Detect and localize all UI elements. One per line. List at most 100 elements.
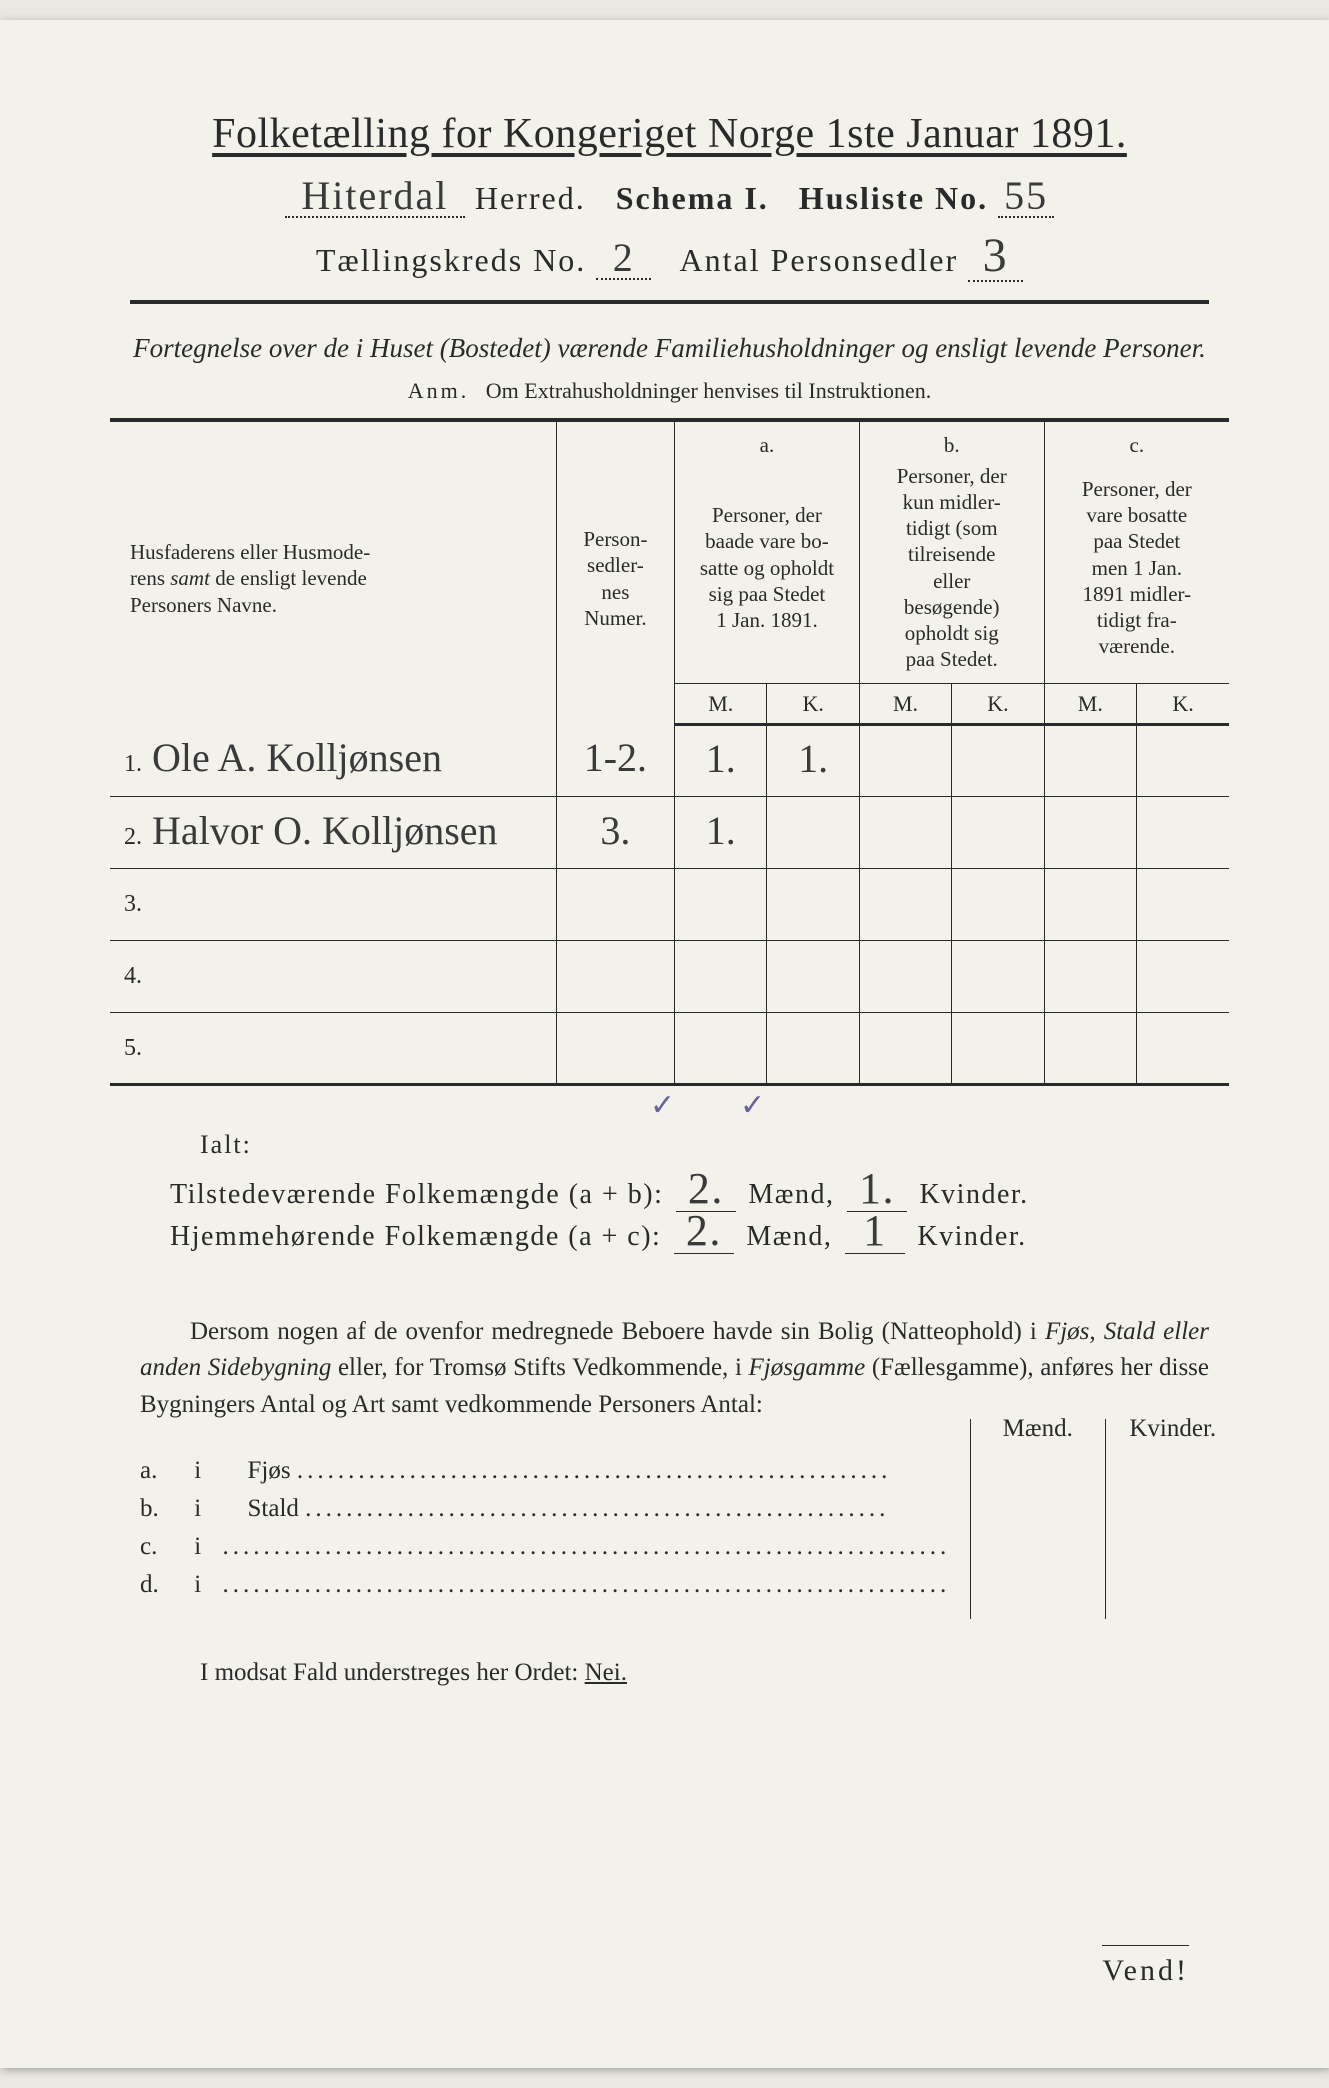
a-m-cell[interactable]: 1. (675, 797, 767, 869)
numer-value: 3. (600, 815, 630, 847)
hjemme-k-field[interactable]: 1 (845, 1220, 905, 1254)
a-k-cell[interactable] (767, 869, 859, 941)
c-m-cell[interactable] (1044, 1013, 1136, 1085)
dots-d[interactable]: ........................................… (223, 1571, 951, 1599)
c-k-cell[interactable] (1137, 941, 1229, 1013)
husliste-field[interactable]: 55 (998, 176, 1054, 218)
hjemme-m-field[interactable]: 2. (674, 1220, 734, 1254)
anm-line: Anm. Om Extrahusholdninger henvises til … (110, 378, 1229, 404)
table-row: 5. (110, 1013, 1229, 1085)
vdiv-1 (970, 1419, 971, 1619)
numer-value: 1-2. (584, 742, 647, 774)
nei-word: Nei. (585, 1659, 627, 1686)
c-k-cell[interactable] (1137, 1013, 1229, 1085)
col-b-desc: Personer, derkun midler-tidigt (somtilre… (859, 459, 1044, 684)
check-marks: ✓ ✓ (110, 1094, 1229, 1124)
b-k-cell[interactable] (952, 869, 1044, 941)
c-m-cell[interactable] (1044, 725, 1136, 797)
b-k-cell[interactable] (952, 725, 1044, 797)
kreds-label: Tællingskreds No. (316, 242, 586, 278)
numer-cell[interactable]: 3. (556, 797, 674, 869)
b-k-cell[interactable] (952, 797, 1044, 869)
ialt-label: Ialt: (200, 1130, 1229, 1160)
name-cell[interactable]: 2. Halvor O. Kolljønsen (110, 797, 556, 869)
b-k-cell[interactable] (952, 1013, 1044, 1085)
d-label: d. (140, 1571, 188, 1599)
table-row: 2. Halvor O. Kolljønsen 3. 1. (110, 797, 1229, 869)
totals-line-2: Hjemmehørende Folkemængde (a + c): 2. Mæ… (170, 1220, 1229, 1254)
i-label-b: i (194, 1495, 216, 1523)
dots-c[interactable]: ........................................… (223, 1533, 951, 1561)
col-a-desc: Personer, derbaade vare bo-satte og opho… (675, 459, 860, 684)
numer-cell[interactable] (556, 941, 674, 1013)
kreds-field[interactable]: 2 (596, 238, 651, 280)
header-line-3: Tællingskreds No. 2 Antal Personsedler 3 (110, 232, 1229, 282)
last-line: I modsat Fald understreges her Ordet: Ne… (200, 1659, 1229, 1687)
a-k-cell[interactable]: 1. (767, 725, 859, 797)
numer-cell[interactable] (556, 869, 674, 941)
b-m-cell[interactable] (859, 869, 951, 941)
c-k-cell[interactable] (1137, 797, 1229, 869)
a-k-value: 1. (798, 743, 828, 775)
antal-label: Antal Personsedler (680, 242, 959, 278)
name-value: Halvor O. Kolljønsen (152, 815, 498, 847)
b-label: b. (140, 1495, 188, 1523)
row-number: 2. (124, 824, 142, 850)
a-m-cell[interactable] (675, 1013, 767, 1085)
name-cell[interactable]: 4. (110, 941, 556, 1013)
b-m-cell[interactable] (859, 797, 951, 869)
col-a-abc: a. (675, 420, 860, 458)
col-c-k: K. (1137, 683, 1229, 725)
b-k-cell[interactable] (952, 941, 1044, 1013)
header-line-2: Hiterdal Herred. Schema I. Husliste No. … (110, 176, 1229, 218)
row-number: 5. (124, 1035, 142, 1061)
c-m-cell[interactable] (1044, 797, 1136, 869)
a-k-cell[interactable] (767, 941, 859, 1013)
divider-1 (130, 300, 1209, 304)
dots-b[interactable]: ........................................… (305, 1495, 889, 1523)
col-b-k: K. (952, 683, 1044, 725)
col-c-abc: c. (1044, 420, 1229, 458)
c-m-cell[interactable] (1044, 941, 1136, 1013)
name-cell[interactable]: 5. (110, 1013, 556, 1085)
a-label: a. (140, 1457, 188, 1485)
b-m-cell[interactable] (859, 725, 951, 797)
a-m-value: 1. (706, 743, 736, 775)
a-k-cell[interactable] (767, 1013, 859, 1085)
col-a-k: K. (767, 683, 859, 725)
a-k-cell[interactable] (767, 797, 859, 869)
b-m-cell[interactable] (859, 941, 951, 1013)
dots-a[interactable]: ........................................… (297, 1457, 892, 1485)
table-row: 3. (110, 869, 1229, 941)
numer-cell[interactable]: 1-2. (556, 725, 674, 797)
check-1: ✓ (650, 1088, 675, 1123)
name-cell[interactable]: 1.Ole A. Kolljønsen (110, 725, 556, 797)
row-number: 3. (124, 891, 142, 917)
hjemme-label: Hjemmehørende Folkemængde (a + c): (170, 1221, 661, 1252)
table-row: 1.Ole A. Kolljønsen 1-2. 1. 1. (110, 725, 1229, 797)
a-m-cell[interactable] (675, 941, 767, 1013)
antal-field[interactable]: 3 (968, 232, 1023, 282)
anm-label: Anm. (408, 378, 470, 403)
a-m-cell[interactable]: 1. (675, 725, 767, 797)
c-k-cell[interactable] (1137, 725, 1229, 797)
header-block: Folketælling for Kongeriget Norge 1ste J… (110, 110, 1229, 282)
row-c: c. i ...................................… (140, 1533, 950, 1561)
numer-cell[interactable] (556, 1013, 674, 1085)
vend-label: Vend! (1102, 1945, 1189, 1988)
col-b-abc: b. (859, 420, 1044, 458)
paragraph: Dersom nogen af de ovenfor medregnede Be… (140, 1314, 1209, 1423)
row-number: 1. (124, 751, 142, 777)
b-m-cell[interactable] (859, 1013, 951, 1085)
modsat-text: I modsat Fald understreges her Ordet: (200, 1659, 578, 1686)
c-m-cell[interactable] (1044, 869, 1136, 941)
name-cell[interactable]: 3. (110, 869, 556, 941)
i-label-d: i (194, 1571, 216, 1599)
a-m-cell[interactable] (675, 869, 767, 941)
vdiv-2 (1105, 1419, 1106, 1619)
c-k-cell[interactable] (1137, 869, 1229, 941)
col-b-m: M. (859, 683, 951, 725)
herred-field[interactable]: Hiterdal (285, 176, 465, 218)
maend-col: Mænd. (970, 1447, 1105, 1609)
row-a: a. i Fjøs ..............................… (140, 1457, 950, 1485)
